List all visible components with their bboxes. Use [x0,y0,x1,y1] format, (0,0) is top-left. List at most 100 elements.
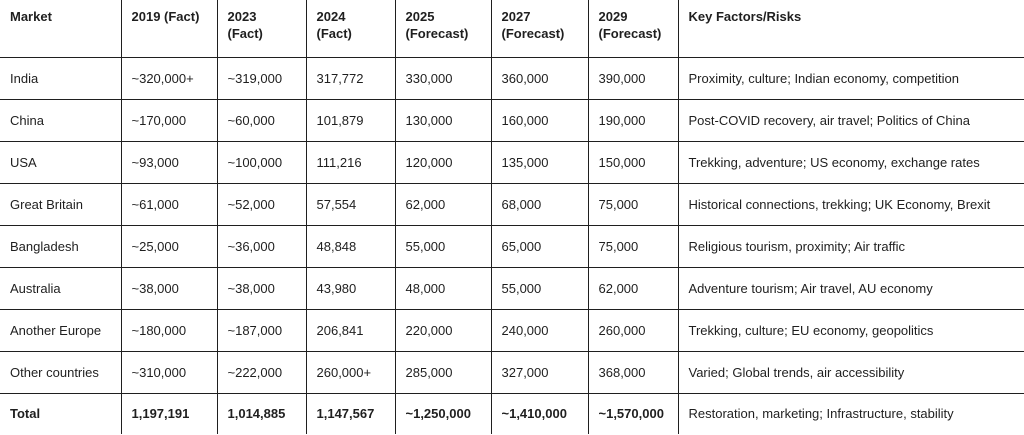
value-cell: 327,000 [491,351,589,394]
header-line: 2025 [405,9,435,24]
value-cell: 75,000 [588,183,679,226]
value-cell: ~100,000 [217,141,307,184]
value-cell: ~310,000 [121,351,218,394]
value-cell: 260,000 [588,309,679,352]
value-cell: 57,554 [306,183,396,226]
market-cell: China [0,99,122,142]
value-cell: 65,000 [491,225,589,268]
header-line: 2024 [316,9,346,24]
value-cell: 206,841 [306,309,396,352]
value-cell: ~25,000 [121,225,218,268]
factors-cell: Trekking, adventure; US economy, exchang… [678,141,1024,184]
value-cell: 55,000 [395,225,492,268]
value-cell: ~52,000 [217,183,307,226]
table-row: China ~170,000 ~60,000 101,879 130,000 1… [0,99,1024,142]
value-cell: 317,772 [306,57,396,100]
value-cell: ~36,000 [217,225,307,268]
value-cell: 101,879 [306,99,396,142]
value-cell: ~60,000 [217,99,307,142]
total-label-cell: Total [0,393,122,434]
header-2024: 2024 (Fact) [306,0,396,58]
value-cell: ~320,000+ [121,57,218,100]
market-cell: Other countries [0,351,122,394]
factors-cell: Proximity, culture; Indian economy, comp… [678,57,1024,100]
value-cell: 285,000 [395,351,492,394]
table-row: USA ~93,000 ~100,000 111,216 120,000 135… [0,141,1024,184]
table-row: Other countries ~310,000 ~222,000 260,00… [0,351,1024,394]
header-line: Market [10,9,52,24]
header-line: 2019 (Fact) [131,9,200,24]
value-cell: 55,000 [491,267,589,310]
value-cell: 190,000 [588,99,679,142]
market-cell: Great Britain [0,183,122,226]
value-cell: 111,216 [306,141,396,184]
value-cell: 48,000 [395,267,492,310]
value-cell: 120,000 [395,141,492,184]
header-row: Market 2019 (Fact) 2023 (Fact) 2024 (Fact)… [0,0,1024,58]
table-row: India ~320,000+ ~319,000 317,772 330,000… [0,57,1024,100]
value-cell: ~38,000 [121,267,218,310]
value-cell: 220,000 [395,309,492,352]
market-cell: Another Europe [0,309,122,352]
value-cell: 390,000 [588,57,679,100]
factors-cell: Trekking, culture; EU economy, geopoliti… [678,309,1024,352]
table-row: Great Britain ~61,000 ~52,000 57,554 62,… [0,183,1024,226]
factors-cell: Varied; Global trends, air accessibility [678,351,1024,394]
header-line: (Fact) [227,26,263,41]
market-cell: Australia [0,267,122,310]
value-cell: ~93,000 [121,141,218,184]
value-cell: 62,000 [588,267,679,310]
header-line: 2029 [598,9,628,24]
value-cell: 130,000 [395,99,492,142]
factors-cell: Adventure tourism; Air travel, AU econom… [678,267,1024,310]
value-cell: ~180,000 [121,309,218,352]
value-cell: 48,848 [306,225,396,268]
header-key-factors: Key Factors/Risks [678,0,1024,58]
header-2027: 2027 (Forecast) [491,0,589,58]
value-cell: 330,000 [395,57,492,100]
total-value-cell: 1,014,885 [217,393,307,434]
value-cell: ~222,000 [217,351,307,394]
market-cell: Bangladesh [0,225,122,268]
value-cell: ~170,000 [121,99,218,142]
value-cell: 150,000 [588,141,679,184]
header-line: 2023 [227,9,257,24]
header-2025: 2025 (Forecast) [395,0,492,58]
header-line: (Forecast) [598,26,662,41]
value-cell: ~319,000 [217,57,307,100]
value-cell: 360,000 [491,57,589,100]
header-line: (Forecast) [405,26,469,41]
table-row: Australia ~38,000 ~38,000 43,980 48,000 … [0,267,1024,310]
header-2023: 2023 (Fact) [217,0,307,58]
total-value-cell: ~1,570,000 [588,393,679,434]
value-cell: 43,980 [306,267,396,310]
total-value-cell: 1,197,191 [121,393,218,434]
total-value-cell: ~1,250,000 [395,393,492,434]
value-cell: 62,000 [395,183,492,226]
total-factors-cell: Restoration, marketing; Infrastructure, … [688,406,954,422]
total-value-cell: ~1,410,000 [491,393,589,434]
header-2019: 2019 (Fact) [121,0,218,58]
factors-cell: Historical connections, trekking; UK Eco… [678,183,1024,226]
header-line: (Fact) [316,26,352,41]
factors-cell: Religious tourism, proximity; Air traffi… [678,225,1024,268]
value-cell: 75,000 [588,225,679,268]
factors-cell: Post-COVID recovery, air travel; Politic… [678,99,1024,142]
total-row: Total 1,197,191 1,014,885 1,147,567 ~1,2… [0,393,1024,434]
value-cell: 68,000 [491,183,589,226]
total-value-cell: 1,147,567 [306,393,396,434]
value-cell: 260,000+ [306,351,396,394]
value-cell: 135,000 [491,141,589,184]
market-cell: USA [0,141,122,184]
value-cell: ~61,000 [121,183,218,226]
header-line: Key Factors/Risks [688,9,802,24]
market-cell: India [0,57,122,100]
header-market: Market [0,0,122,58]
value-cell: ~38,000 [217,267,307,310]
value-cell: 160,000 [491,99,589,142]
header-2029: 2029 (Forecast) [588,0,679,58]
value-cell: ~187,000 [217,309,307,352]
value-cell: 368,000 [588,351,679,394]
table-row: Another Europe ~180,000 ~187,000 206,841… [0,309,1024,352]
